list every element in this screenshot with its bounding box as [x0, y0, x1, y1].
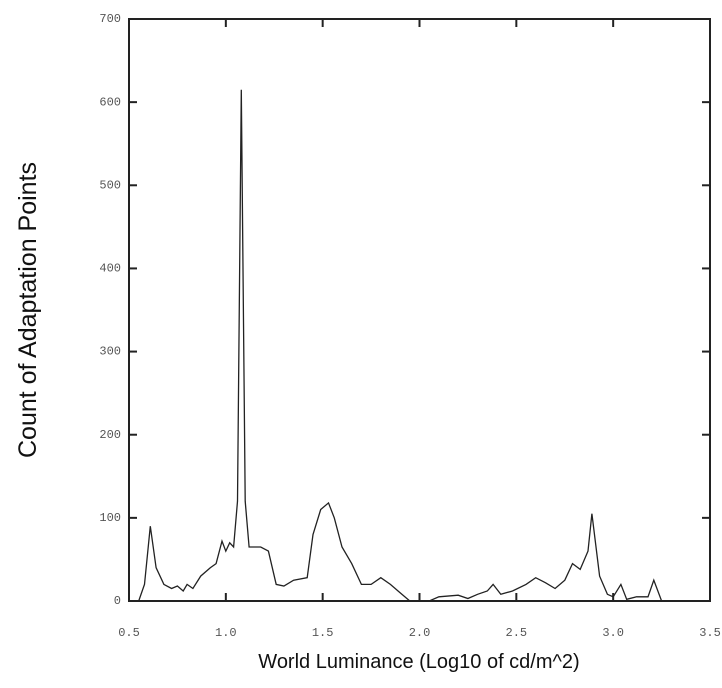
- x-tick-label: 2.5: [506, 626, 528, 640]
- x-tick-label: 1.5: [312, 626, 334, 640]
- x-tick-label: 3.5: [699, 626, 721, 640]
- y-axis-label: Count of Adaptation Points: [14, 162, 42, 458]
- y-tick-label: 500: [99, 178, 121, 192]
- data-line: [138, 89, 697, 602]
- x-tick-label: 0.5: [118, 626, 140, 640]
- y-tick-label: 300: [99, 345, 121, 359]
- y-tick-label: 400: [99, 262, 121, 276]
- y-tick-label: 0: [114, 594, 121, 608]
- y-tick-label: 600: [99, 95, 121, 109]
- y-tick-label: 700: [99, 12, 121, 26]
- plot-frame: [128, 18, 711, 602]
- y-tick-label: 200: [99, 428, 121, 442]
- x-tick-label: 1.0: [215, 626, 237, 640]
- x-tick-label: 2.0: [409, 626, 431, 640]
- x-tick-label: 3.0: [602, 626, 624, 640]
- x-axis-label: World Luminance (Log10 of cd/m^2): [258, 651, 579, 673]
- y-tick-label: 100: [99, 511, 121, 525]
